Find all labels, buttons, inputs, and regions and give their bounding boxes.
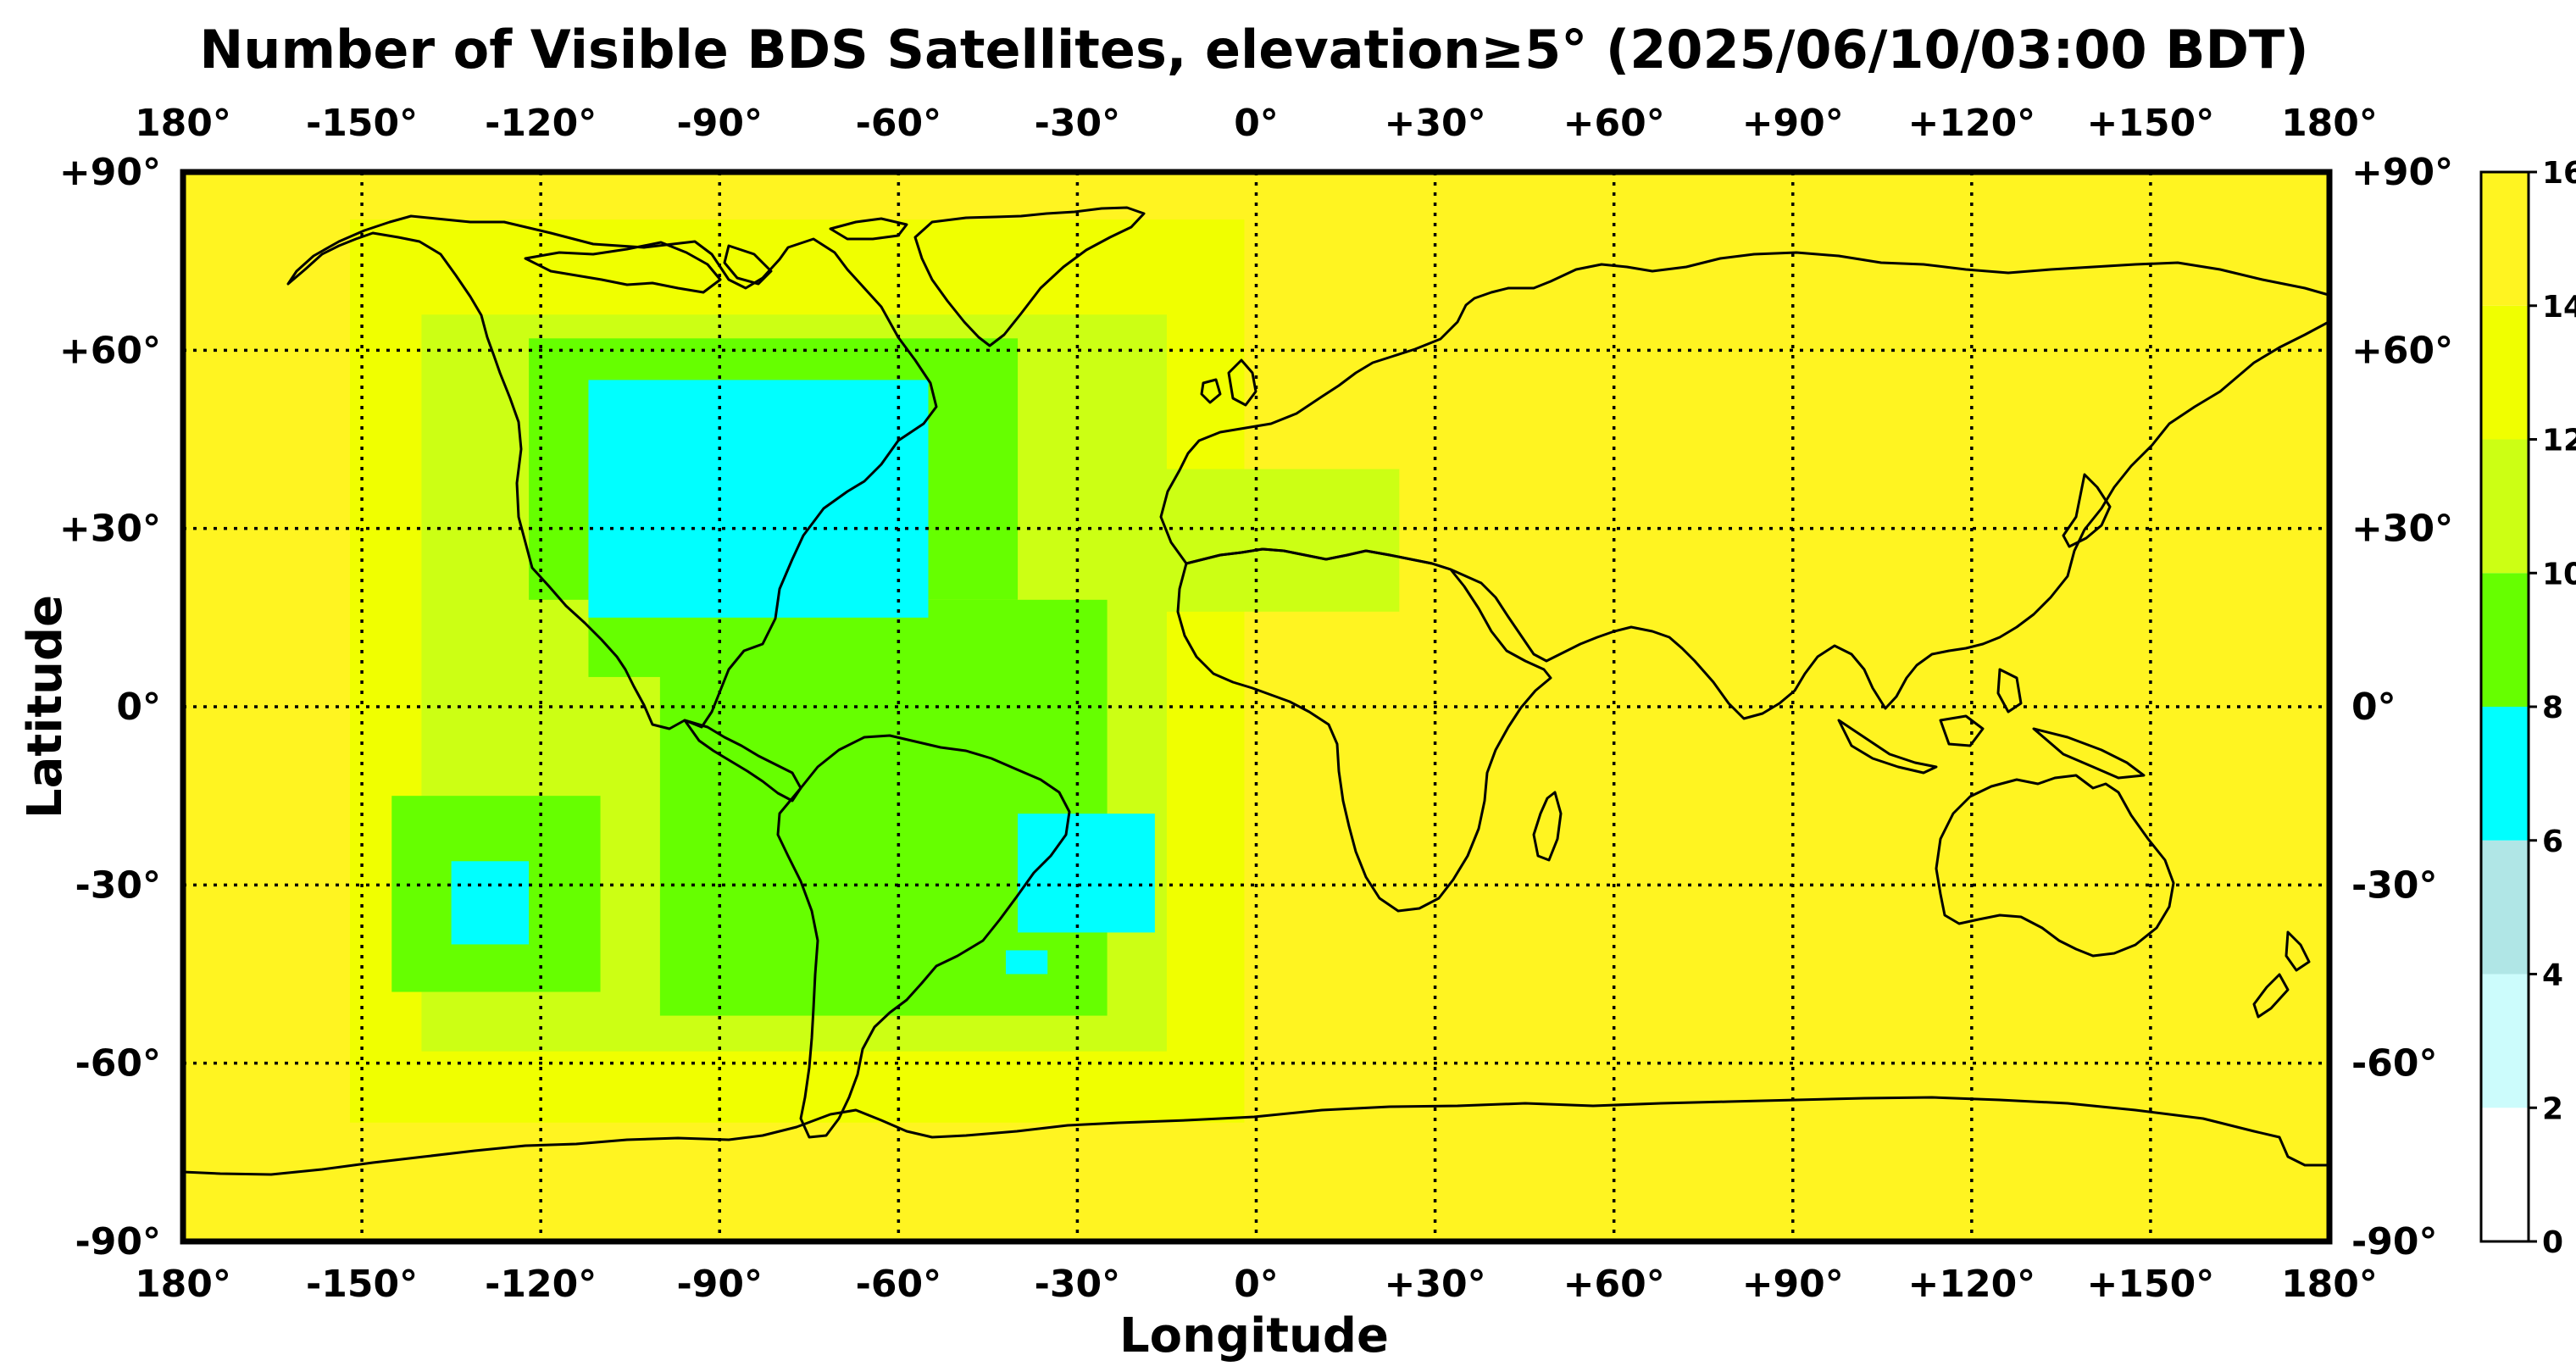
colorbar-segment [2481,1108,2529,1241]
coastline-south-america [776,734,1071,1139]
y-tick-label-right: -60° [2351,1042,2438,1086]
y-tick-label: -30° [75,863,162,907]
x-tick-label: -150° [306,1263,418,1306]
x-tick-label-top: 180° [135,102,231,145]
y-tick-label: +90° [59,151,161,194]
chart-title: Number of Visible BDS Satellites, elevat… [199,19,2308,81]
x-tick-label: 0° [1234,1263,1279,1306]
x-tick-label-top: -90° [677,102,763,145]
coastline-southeast-asia-islands [1837,668,2146,780]
colorbar-segment [2481,172,2529,306]
x-tick-label-top: -60° [856,102,942,145]
y-tick-label-right: +30° [2351,508,2453,551]
colorbar-tick-label: 0 [2542,1225,2563,1260]
coastline-antarctica [183,1096,2329,1176]
coastline-madagascar [1532,791,1563,862]
y-tick-labels-right: +90° +60° +30° 0° -30° -60° -90° [2351,151,2453,1263]
coastline-arctic-islands [524,217,908,294]
x-tick-label: +60° [1563,1263,1665,1306]
colorbar-tick-label: 10 [2542,557,2576,591]
y-tick-label: +30° [59,508,161,551]
field-region-10 [1005,950,1048,975]
y-tick-label-right: 0° [2351,686,2396,729]
colorbar-tick-label: 4 [2542,958,2563,993]
x-tick-label: 180° [2281,1263,2378,1306]
coastline-australia [1935,774,2175,958]
y-tick-label: 0° [116,686,161,729]
field-region-7 [588,380,929,618]
x-tick-label-top: -150° [306,102,418,145]
colorbar-tick-label: 2 [2542,1091,2563,1126]
coastline-british-isles [1200,358,1257,407]
colorbar-tick-label: 16 [2542,156,2576,191]
x-tick-label: -90° [677,1263,763,1306]
coastline-north-america [286,214,938,730]
y-tick-label-right: +90° [2351,151,2453,194]
coastline-eurasia [1159,251,2329,720]
y-axis-label: Latitude [18,595,73,819]
y-tick-label-right: +60° [2351,329,2453,372]
x-tick-label: +120° [1907,1263,2035,1306]
coastline-japan [2062,473,2112,548]
y-tick-label: -60° [75,1042,162,1086]
y-tick-label-right: -90° [2351,1220,2438,1263]
y-tick-label: +60° [59,329,161,372]
field-region-9 [451,861,530,945]
coastline-new-zealand [2252,930,2311,1019]
x-tick-label-top: +90° [1742,102,1844,145]
colorbar-tick-label: 8 [2542,691,2563,725]
coastlines [183,206,2329,1176]
x-tick-label-top: +120° [1907,102,2035,145]
x-tick-labels-top: 180° -150° -120° -90° -60° -30° 0° +30° +60° +90°… [135,102,2378,145]
x-tick-label: +30° [1385,1263,1486,1306]
colorbar-segment [2481,439,2529,574]
field-region-8 [1018,813,1155,933]
visibility-field [183,172,2329,1241]
coastline-greenland [913,206,1146,347]
x-tick-label-top: -30° [1035,102,1121,145]
coastline-africa [1176,547,1552,913]
x-tick-label-top: +60° [1563,102,1665,145]
x-tick-label-top: 180° [2281,102,2378,145]
x-tick-label-top: +150° [2087,102,2215,145]
y-tick-labels-left: +90° +60° +30° 0° -30° -60° -90° [59,151,161,1263]
y-tick-label: -90° [75,1220,162,1263]
field-region-2 [1148,469,1400,612]
colorbar-segment [2481,305,2529,440]
colorbar-tick-label: 12 [2542,424,2576,458]
colorbar-segment [2481,707,2529,841]
x-tick-label-top: -120° [485,102,597,145]
plot-frame [180,169,2333,1245]
graticule [183,172,2329,1241]
field-region-4 [659,599,1108,1016]
x-tick-label: -60° [856,1263,942,1306]
x-tick-label: 180° [135,1263,231,1306]
map-area [183,172,2329,1241]
x-tick-label: +90° [1742,1263,1844,1306]
colorbar-tick-label: 6 [2542,825,2563,859]
colorbar-segment [2481,573,2529,707]
x-tick-label: -30° [1035,1263,1121,1306]
colorbar-segment [2481,840,2529,975]
x-tick-label: +150° [2087,1263,2215,1306]
colorbar: 0 2 4 6 8 10 12 14 16 [2479,156,2576,1260]
colorbar-tick-label: 14 [2542,290,2576,325]
y-tick-label-right: -30° [2351,863,2438,907]
x-tick-label: -120° [485,1263,597,1306]
x-tick-labels-bottom: 180° -150° -120° -90° -60° -30° 0° +30° +60° +90°… [135,1263,2378,1306]
x-axis-label: Longitude [1119,1308,1389,1363]
colorbar-segment [2481,974,2529,1108]
x-tick-label-top: +30° [1385,102,1486,145]
x-tick-label-top: 0° [1234,102,1279,145]
